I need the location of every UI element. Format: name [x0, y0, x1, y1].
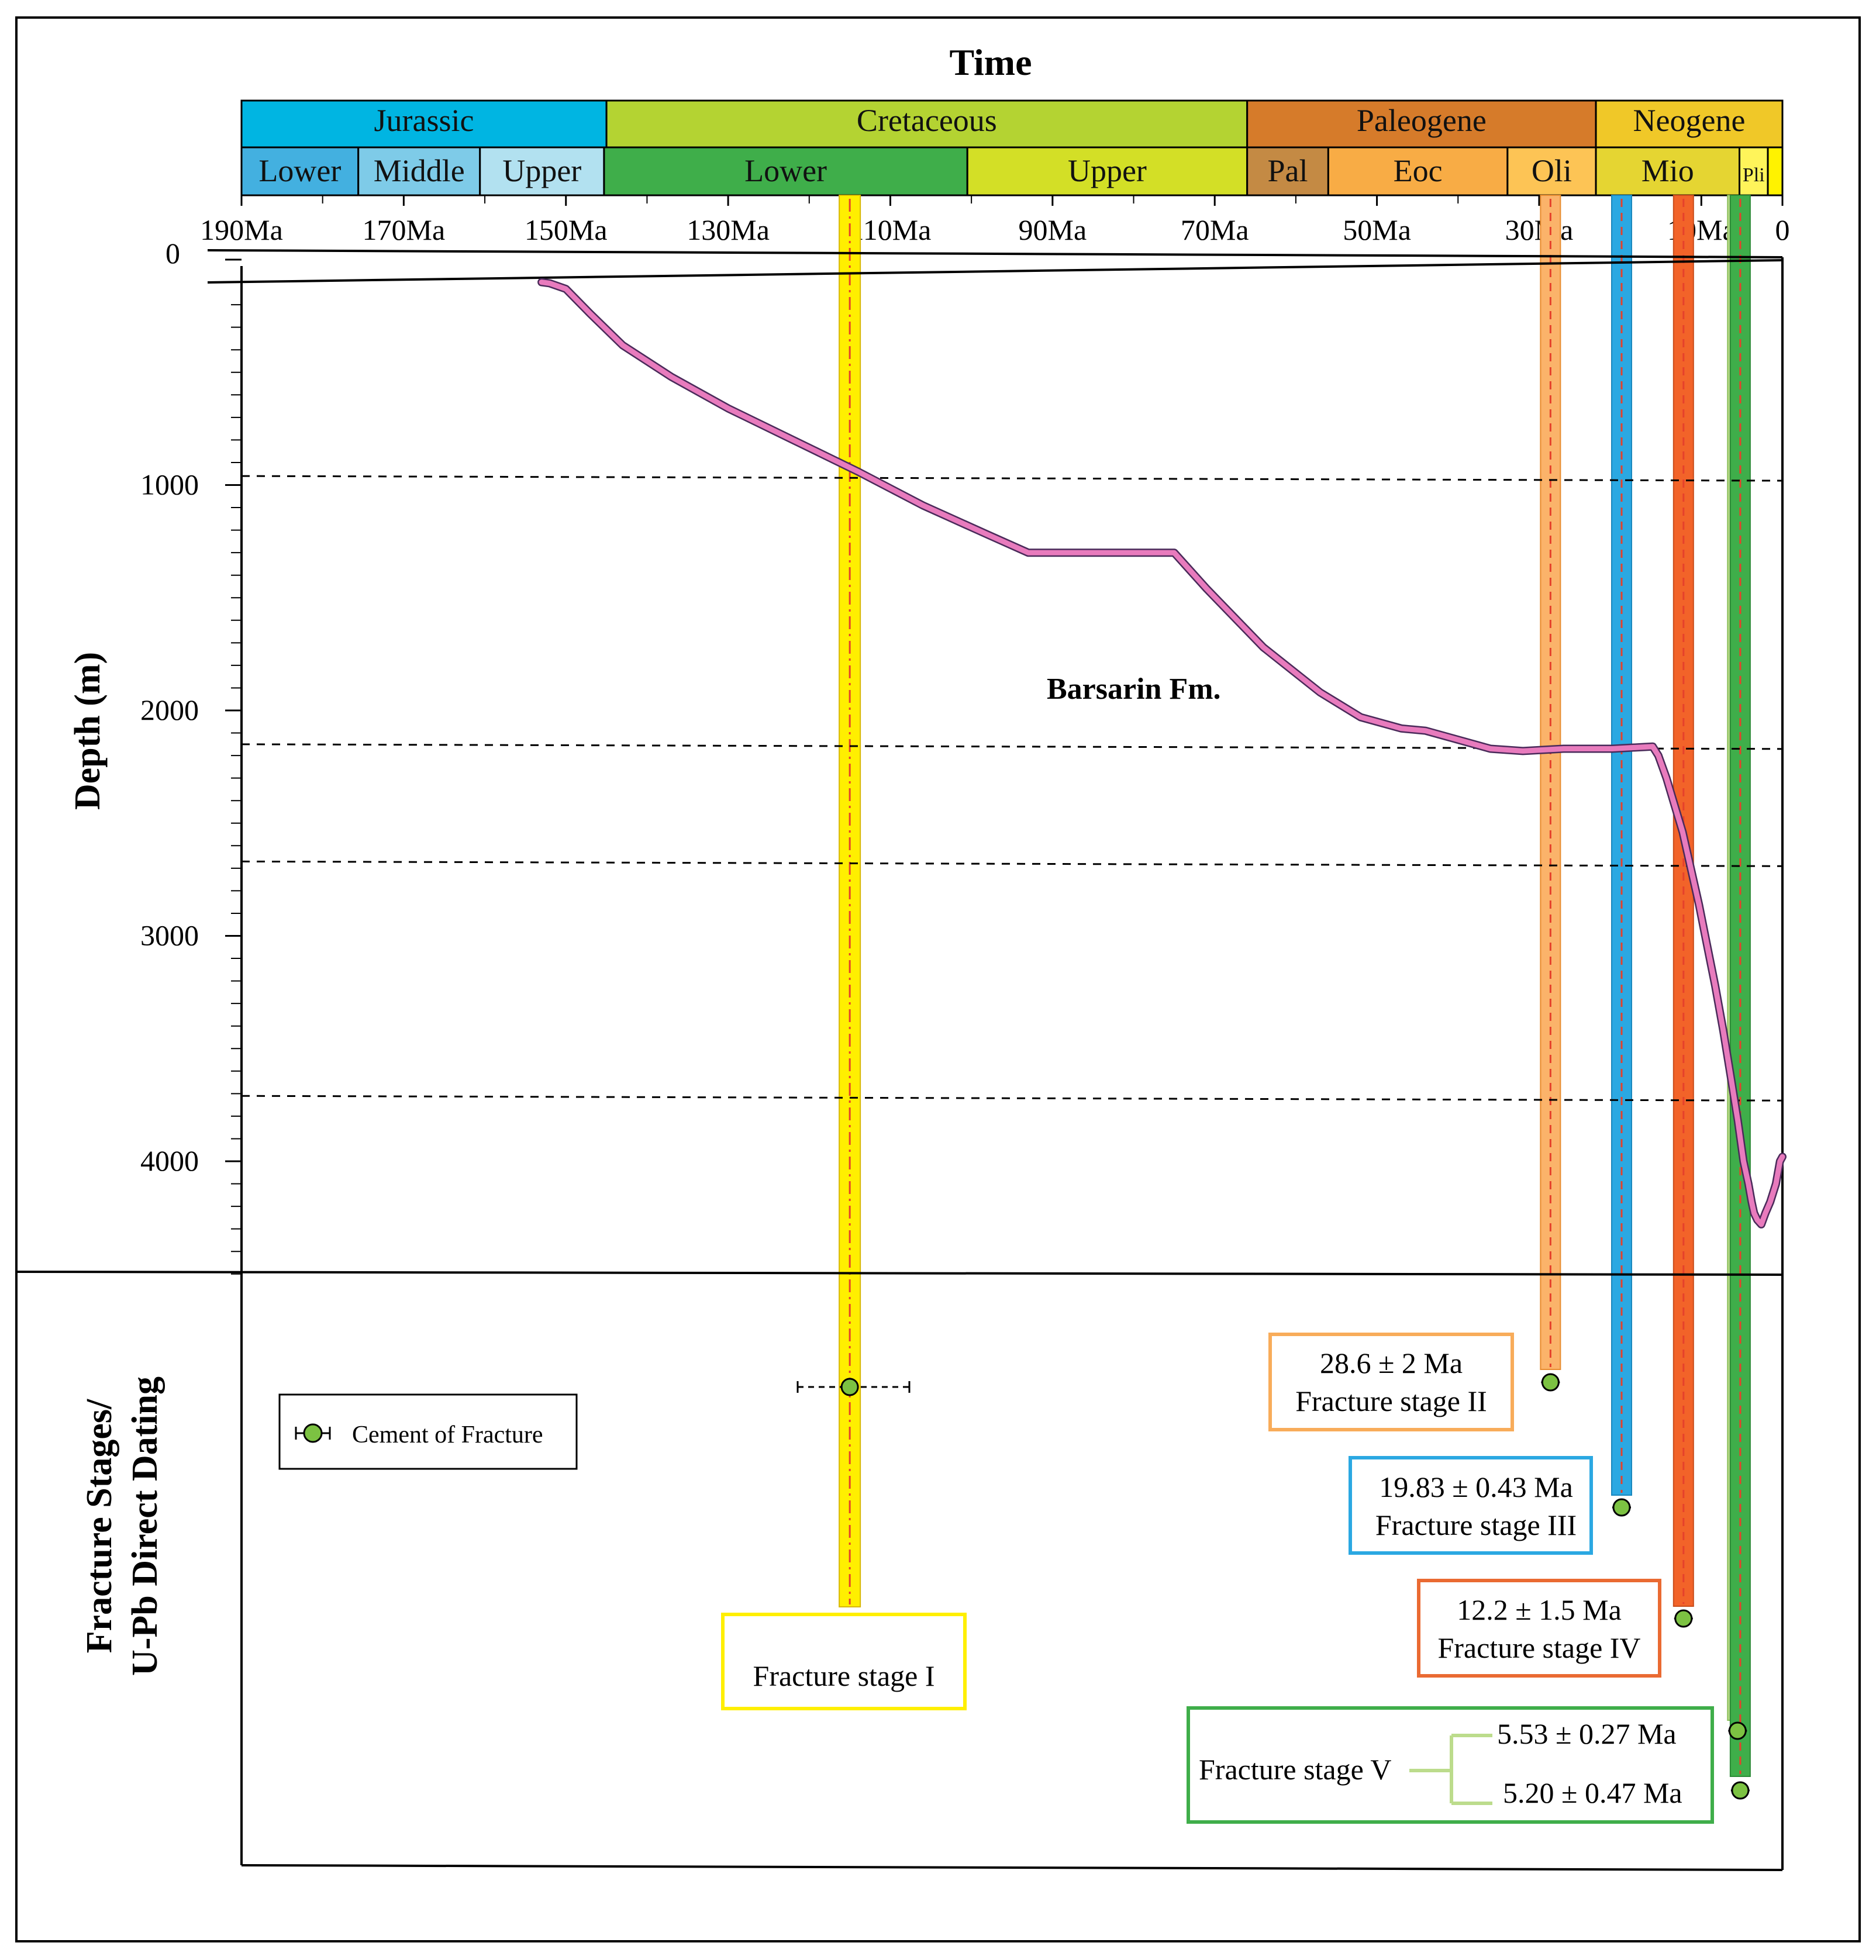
y-tick-label-3: 3000	[140, 919, 199, 952]
x-tick-label-2: 150Ma	[525, 213, 608, 246]
outer-frame	[15, 16, 1861, 1942]
epoch-cell-6	[1327, 146, 1509, 196]
stage-annotations: Fracture stage I 28.6 ± 2 Ma Fracture stag…	[721, 1333, 1750, 1824]
x-tick-label-5: 90Ma	[1019, 213, 1087, 246]
depth-reference-line-2	[241, 860, 1783, 867]
fracture-stage-columns	[839, 195, 1751, 1777]
x-tick-label-3: 130Ma	[687, 213, 770, 246]
period-cell-3	[1595, 99, 1784, 149]
epoch-cell-3	[603, 146, 968, 196]
epoch-cell-5	[1246, 146, 1329, 196]
stage-box-value-3: 12.2 ± 1.5 Ma	[1457, 1593, 1622, 1626]
stage-box-value-1: 28.6 ± 2 Ma	[1320, 1347, 1463, 1379]
stage-box-3	[1417, 1579, 1661, 1678]
stage-marker-3	[1674, 1609, 1693, 1628]
stage-marker-5	[1731, 1781, 1750, 1800]
period-bar: Jurassic Cretaceous Paleogene Neogene	[240, 99, 1784, 149]
epoch-label-1: Middle	[374, 153, 465, 188]
x-tick-label-8: 30Ma	[1505, 213, 1574, 246]
epoch-label-7: Oli	[1532, 153, 1572, 188]
stage-box-label-1: Fracture stage II	[1295, 1385, 1487, 1417]
burial-curve	[539, 279, 1785, 1227]
period-label-3: Neogene	[1633, 103, 1746, 138]
stage-box-0	[721, 1613, 967, 1710]
epoch-cell-8	[1595, 146, 1740, 196]
legend: Cement of Fracture	[278, 1393, 578, 1470]
x-axis-ticks: 190Ma 170Ma 150Ma 130Ma 110Ma 90Ma 70Ma 50Ma 30M…	[200, 195, 1790, 246]
epoch-label-2: Upper	[502, 153, 581, 188]
lower-panel-label-line1: Fracture Stages/	[80, 1399, 119, 1653]
burial-curve-outline	[537, 278, 1787, 1229]
epoch-label-3: Lower	[744, 153, 827, 188]
epoch-bar: Lower Middle Upper Lower Upper Pal Eoc Oli Mio Pl…	[240, 146, 1784, 196]
x-tick-label-7: 50Ma	[1343, 213, 1411, 246]
epoch-label-8: Mio	[1642, 153, 1694, 188]
epoch-cell-1	[357, 146, 481, 196]
stage-box-value-5: 5.20 ± 0.47 Ma	[1503, 1776, 1682, 1809]
y-tick-label-0: 0	[165, 237, 180, 270]
epoch-label-0: Lower	[258, 153, 341, 188]
y-tick-label-2: 2000	[140, 693, 199, 726]
epoch-cell-7	[1506, 146, 1597, 196]
stage-marker-4	[1728, 1721, 1747, 1740]
stage-box-label-2: Fracture stage III	[1375, 1509, 1577, 1541]
stage-box-value-2: 19.83 ± 0.43 Ma	[1379, 1471, 1573, 1503]
epoch-cell-0	[240, 146, 360, 196]
plot-frame	[16, 249, 1784, 1871]
epoch-label-6: Eoc	[1394, 153, 1443, 188]
x-tick-label-0: 190Ma	[200, 213, 283, 246]
stage-marker-0	[840, 1378, 859, 1396]
stage-box-label-3: Fracture stage IV	[1437, 1631, 1640, 1664]
x-tick-label-1: 170Ma	[363, 213, 446, 246]
period-label-2: Paleogene	[1357, 103, 1487, 138]
y-tick-label-1: 1000	[140, 468, 199, 501]
epoch-cell-4	[966, 146, 1249, 196]
x-tick-label-6: 70Ma	[1181, 213, 1249, 246]
epoch-cell-10	[1767, 146, 1784, 196]
x-tick-label-4: 110Ma	[850, 213, 932, 246]
epoch-label-4: Upper	[1068, 153, 1147, 188]
stage-box-label-4: Fracture stage V	[1199, 1753, 1392, 1786]
lower-panel-label-line2: U-Pb Direct Dating	[125, 1376, 165, 1676]
y-tick-label-4: 4000	[140, 1144, 199, 1177]
epoch-label-5: Pal	[1268, 153, 1308, 188]
stage-marker-1	[1541, 1373, 1560, 1392]
y-axis-label: Depth (m)	[68, 652, 108, 810]
burial-curve-group	[537, 278, 1787, 1229]
series-label: Barsarin Fm.	[1047, 672, 1221, 706]
epoch-cell-2	[479, 146, 605, 196]
period-label-0: Jurassic	[374, 103, 474, 138]
depth-reference-line-0	[241, 475, 1783, 482]
stage-box-2	[1349, 1456, 1593, 1555]
stage-box-value-4: 5.53 ± 0.27 Ma	[1497, 1717, 1677, 1750]
stage-box-bracket-4	[1409, 1734, 1492, 1805]
stage-box-label-0: Fracture stage I	[753, 1659, 935, 1692]
stage-box-1	[1268, 1333, 1514, 1431]
period-label-1: Cretaceous	[857, 103, 997, 138]
chart-title: Time	[949, 42, 1032, 83]
period-cell-1	[605, 99, 1249, 149]
legend-marker-icon	[303, 1423, 323, 1443]
epoch-label-9: Pli	[1743, 164, 1765, 186]
stage-marker-2	[1612, 1498, 1631, 1517]
depth-reference-line-3	[241, 1095, 1783, 1102]
legend-label: Cement of Fracture	[352, 1421, 543, 1448]
x-tick-label-10: 0	[1775, 213, 1790, 246]
y-axis-ticks: 0 1000 2000 3000 4000	[140, 237, 242, 1275]
